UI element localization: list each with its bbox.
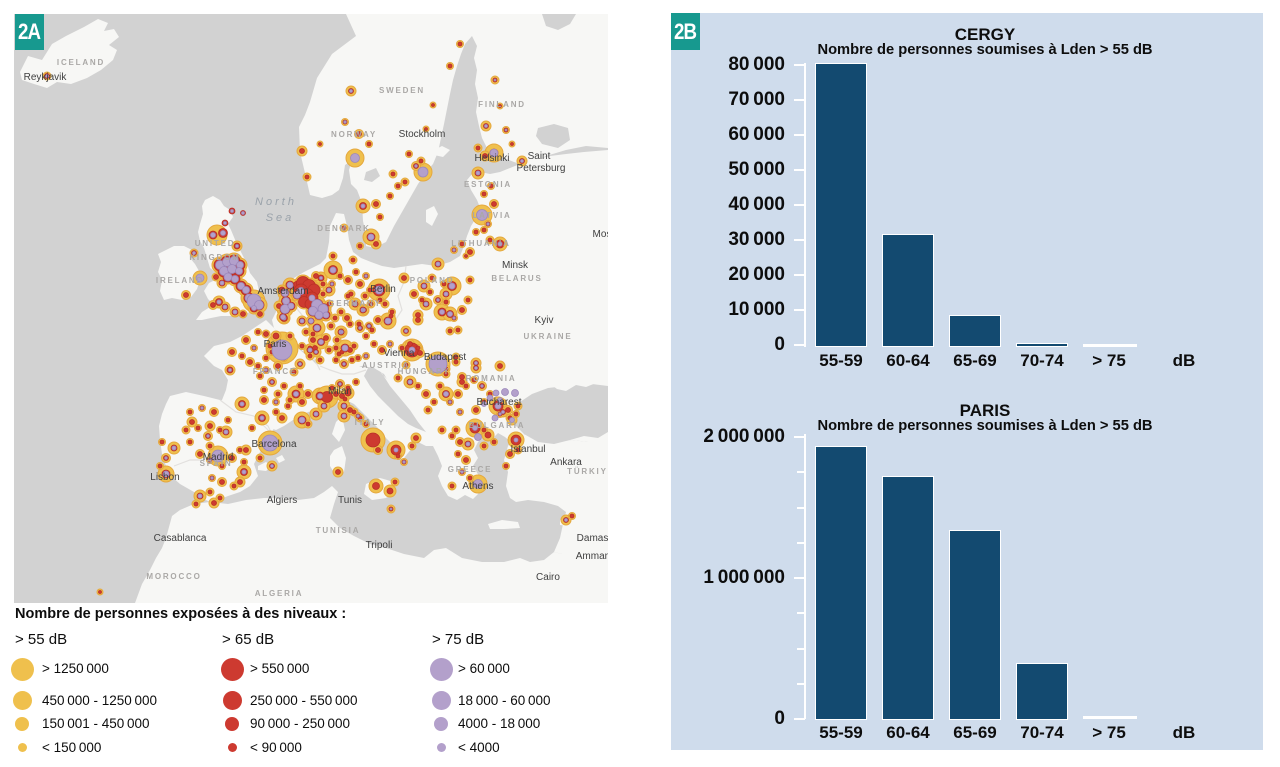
svg-text:ALGERIA: ALGERIA (255, 589, 304, 598)
svg-text:Milan: Milan (328, 386, 352, 397)
svg-text:Saint: Saint (528, 151, 551, 162)
svg-text:Helsinki: Helsinki (474, 153, 509, 164)
svg-text:IRELAND: IRELAND (156, 276, 204, 285)
svg-text:KINGDOM: KINGDOM (189, 253, 240, 262)
svg-text:BELARUS: BELARUS (491, 274, 542, 283)
svg-text:Berlin: Berlin (370, 284, 396, 295)
svg-text:FINLAND: FINLAND (478, 100, 526, 109)
svg-text:SWEDEN: SWEDEN (379, 86, 425, 95)
svg-text:Lisbon: Lisbon (150, 472, 179, 483)
svg-text:Vienna: Vienna (384, 348, 415, 359)
svg-text:Stockholm: Stockholm (399, 129, 446, 140)
svg-text:GREECE: GREECE (448, 465, 493, 474)
svg-text:Istanbul: Istanbul (510, 444, 545, 455)
svg-text:Reykjavik: Reykjavik (24, 72, 68, 83)
svg-text:Cairo: Cairo (536, 572, 560, 583)
svg-text:Madrid: Madrid (203, 452, 234, 463)
svg-text:Petersburg: Petersburg (517, 163, 566, 174)
svg-text:Sea: Sea (266, 212, 295, 224)
svg-text:Paris: Paris (264, 339, 287, 350)
svg-text:UNITED: UNITED (195, 239, 236, 248)
svg-text:Tunis: Tunis (338, 495, 362, 506)
svg-text:NORWAY: NORWAY (331, 130, 377, 139)
svg-text:Casablanca: Casablanca (154, 533, 207, 544)
svg-text:ITALY: ITALY (355, 418, 386, 427)
svg-text:SPAIN: SPAIN (200, 459, 233, 468)
svg-text:DENMARK: DENMARK (317, 224, 371, 233)
svg-text:Damasc: Damasc (577, 533, 608, 544)
svg-text:LITHUANIA: LITHUANIA (451, 239, 510, 248)
svg-text:MOROCCO: MOROCCO (146, 572, 201, 581)
svg-text:ESTONIA: ESTONIA (464, 180, 512, 189)
svg-text:Tripoli: Tripoli (366, 540, 393, 551)
svg-text:ROMANIA: ROMANIA (466, 374, 517, 383)
svg-text:Minsk: Minsk (502, 260, 529, 271)
svg-text:GERMANY: GERMANY (328, 299, 382, 308)
svg-text:Amman: Amman (576, 551, 608, 562)
svg-text:Bucharest: Bucharest (476, 397, 521, 408)
svg-text:AUSTRIA: AUSTRIA (362, 361, 410, 370)
svg-text:UKRAINE: UKRAINE (523, 332, 572, 341)
svg-text:TUNISIA: TUNISIA (316, 526, 361, 535)
svg-text:Ankara: Ankara (550, 457, 582, 468)
svg-text:North: North (255, 196, 297, 208)
svg-text:Kyiv: Kyiv (535, 315, 554, 326)
svg-text:Budapest: Budapest (424, 352, 466, 363)
svg-text:Mos: Mos (593, 229, 608, 240)
svg-text:FRANCE: FRANCE (253, 367, 297, 376)
svg-text:Algiers: Algiers (267, 495, 298, 506)
svg-text:ICELAND: ICELAND (57, 58, 105, 67)
svg-text:Athens: Athens (462, 481, 493, 492)
svg-text:HUNGARY: HUNGARY (398, 367, 451, 376)
svg-text:Amsterdam: Amsterdam (257, 286, 308, 297)
svg-text:BULGARIA: BULGARIA (469, 421, 526, 430)
svg-text:Barcelona: Barcelona (251, 439, 296, 450)
svg-text:POLAND: POLAND (410, 276, 455, 285)
svg-text:LATVIA: LATVIA (472, 211, 511, 220)
svg-text:TÜRKIYE: TÜRKIYE (567, 467, 608, 476)
